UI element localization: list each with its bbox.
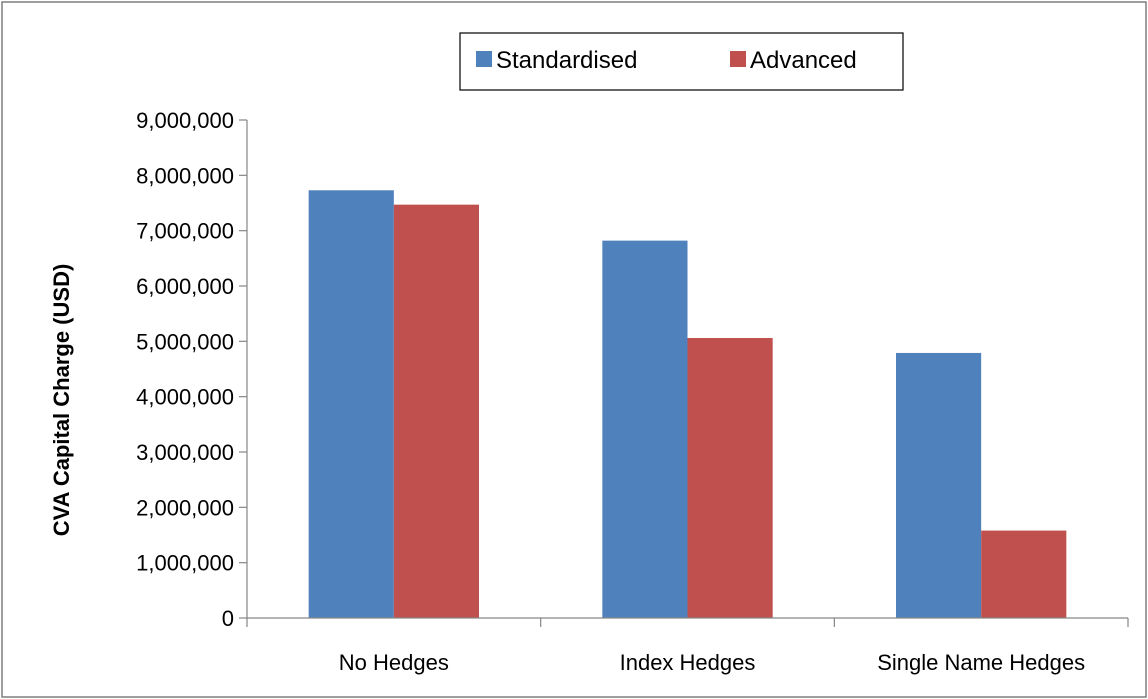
legend-label-standardised: Standardised (496, 47, 637, 74)
y-axis: 0 1,000,000 2,000,000 3,000,000 4,000,000 5,0… (136, 108, 248, 631)
x-category-label: Index Hedges (620, 650, 756, 675)
legend-label-advanced: Advanced (750, 47, 857, 74)
bar-advanced-index-hedges (687, 338, 773, 618)
y-tick-label: 3,000,000 (136, 440, 234, 465)
y-tick-label: 2,000,000 (136, 495, 234, 520)
y-tick-label: 7,000,000 (136, 219, 234, 244)
bar-advanced-single-name-hedges (981, 530, 1067, 618)
bar-standardised-no-hedges (308, 190, 394, 619)
y-tick-label: 8,000,000 (136, 163, 234, 188)
bar-standardised-single-name-hedges (896, 352, 982, 618)
bar-advanced-no-hedges (393, 204, 479, 618)
x-category-label: Single Name Hedges (877, 650, 1085, 675)
x-category-label: No Hedges (339, 650, 449, 675)
y-tick-label: 4,000,000 (136, 385, 234, 410)
legend-box (459, 32, 904, 91)
legend: Standardised Advanced (459, 32, 904, 91)
y-tick-label: 6,000,000 (136, 274, 234, 299)
y-tick-label: 9,000,000 (136, 108, 234, 133)
legend-swatch-advanced (730, 51, 746, 67)
y-tick-label: 5,000,000 (136, 329, 234, 354)
y-tick-label: 0 (222, 606, 234, 631)
y-axis-label: CVA Capital Charge (USD) (49, 264, 74, 537)
bars (308, 190, 1067, 619)
legend-swatch-standardised (476, 51, 492, 67)
bar-standardised-index-hedges (602, 240, 688, 619)
y-tick-label: 1,000,000 (136, 551, 234, 576)
x-axis: No Hedges Index Hedges Single Name Hedges (246, 617, 1129, 675)
